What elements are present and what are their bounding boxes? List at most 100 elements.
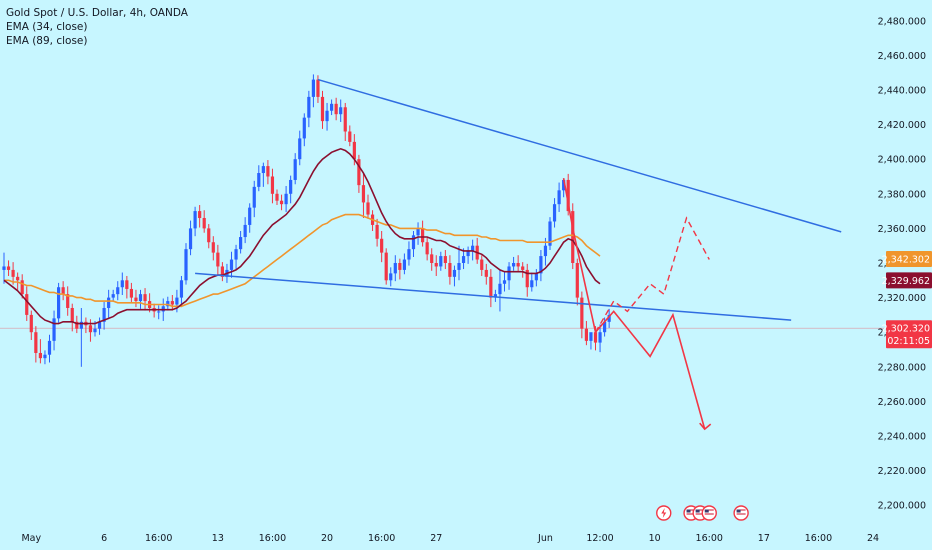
candle xyxy=(97,317,102,335)
candle xyxy=(6,260,11,276)
candle-body xyxy=(530,280,534,288)
price-tick-label: 2,260.000 xyxy=(878,397,926,408)
candle xyxy=(448,255,452,285)
candle-body xyxy=(607,314,611,322)
candle xyxy=(380,230,384,263)
time-tick-label: 16:00 xyxy=(145,533,172,544)
us-flag-icon[interactable] xyxy=(733,505,749,521)
price-tick-label: 2,200.000 xyxy=(878,501,926,512)
candle-body xyxy=(443,256,447,263)
candle-body xyxy=(75,321,79,329)
candle-body xyxy=(293,159,297,180)
projection-path-bearish[interactable] xyxy=(562,178,706,430)
event-markers-group[interactable] xyxy=(656,505,749,521)
candle xyxy=(507,262,511,290)
candle xyxy=(11,262,15,285)
time-tick-label: 16:00 xyxy=(368,533,395,544)
candle-body xyxy=(70,307,74,322)
candle-body xyxy=(598,332,602,343)
candle-body xyxy=(366,202,370,215)
price-tick-label: 2,360.000 xyxy=(878,224,926,235)
time-tick-label: 16:00 xyxy=(696,533,723,544)
trendline-lower[interactable] xyxy=(195,272,792,321)
candle xyxy=(34,326,38,363)
candle-body xyxy=(143,294,147,302)
time-tick-label: 17 xyxy=(758,533,770,544)
time-axis[interactable]: May 6 16:00 13 16:00 20 16:00 27 Jun 12:00 10 16:00… xyxy=(21,533,879,544)
candle-body xyxy=(229,259,234,270)
candle-body xyxy=(407,249,411,260)
price-tick-label: 2,240.000 xyxy=(878,432,926,443)
indicator-ema34-label[interactable]: EMA (34, close) xyxy=(6,21,88,33)
us-flag-icon[interactable] xyxy=(701,505,717,521)
candle-body xyxy=(193,211,197,229)
candle xyxy=(343,102,347,142)
time-tick-label: May xyxy=(21,533,41,544)
candle-body xyxy=(175,297,179,305)
candle xyxy=(170,295,174,311)
candle-body xyxy=(25,294,29,315)
price-tick-label: 2,380.000 xyxy=(878,189,926,200)
candle-body xyxy=(6,266,11,270)
candle xyxy=(248,203,252,233)
trendline-upper[interactable] xyxy=(317,78,842,233)
candle xyxy=(198,205,202,228)
lightning-icon[interactable] xyxy=(656,505,672,521)
candle xyxy=(439,251,443,271)
candle-body xyxy=(179,280,184,298)
lightning-glyph xyxy=(661,508,667,518)
time-tick-label: Jun xyxy=(537,533,553,544)
candle-body xyxy=(302,117,306,139)
candle-body xyxy=(452,269,457,277)
candle xyxy=(111,289,115,302)
candle xyxy=(411,230,416,257)
candle xyxy=(548,217,552,251)
candle-body xyxy=(289,179,293,194)
indicator-ema89-label[interactable]: EMA (89, close) xyxy=(6,35,88,47)
candle xyxy=(252,180,256,218)
candle xyxy=(143,288,147,311)
candle-body xyxy=(38,352,42,359)
candle-body xyxy=(557,190,561,205)
price-tag-value: 2,342.302 xyxy=(882,255,930,266)
candle-body xyxy=(202,218,206,229)
candle-body xyxy=(138,294,143,302)
price-tick-label: 2,220.000 xyxy=(878,466,926,477)
us-flag-icon-ring xyxy=(733,505,749,521)
symbol-title[interactable]: Gold Spot / U.S. Dollar, 4h, OANDA xyxy=(6,7,188,19)
candle-body xyxy=(430,254,434,263)
candle-body xyxy=(134,297,138,302)
candle-body xyxy=(97,321,102,329)
candle xyxy=(516,255,520,273)
candle-body xyxy=(207,228,211,243)
candle-body xyxy=(421,228,425,243)
candle-body xyxy=(461,256,466,263)
flag-stripe xyxy=(686,509,696,511)
candle xyxy=(580,291,584,339)
candle-body xyxy=(184,249,188,281)
ema89-line xyxy=(4,213,601,308)
candle-body xyxy=(384,252,388,281)
candle xyxy=(539,250,543,282)
ema-lines-group xyxy=(3,147,601,325)
candle xyxy=(398,258,402,280)
candle-body xyxy=(275,193,279,201)
candle-body xyxy=(552,204,557,222)
candle-body xyxy=(157,311,161,313)
candle-body xyxy=(593,332,598,343)
candle xyxy=(384,248,388,285)
candle-body xyxy=(457,263,461,270)
candle-body xyxy=(29,314,33,333)
candle-body xyxy=(416,228,420,236)
time-tick-label: 6 xyxy=(101,533,107,544)
time-tick-label: 16:00 xyxy=(259,533,286,544)
candle-body xyxy=(266,166,270,177)
projection-path-alternative[interactable] xyxy=(594,216,710,333)
flag-canton xyxy=(686,509,691,513)
candle-body xyxy=(243,224,247,238)
candle xyxy=(575,258,579,306)
us-flag-icon-ring xyxy=(701,505,717,521)
